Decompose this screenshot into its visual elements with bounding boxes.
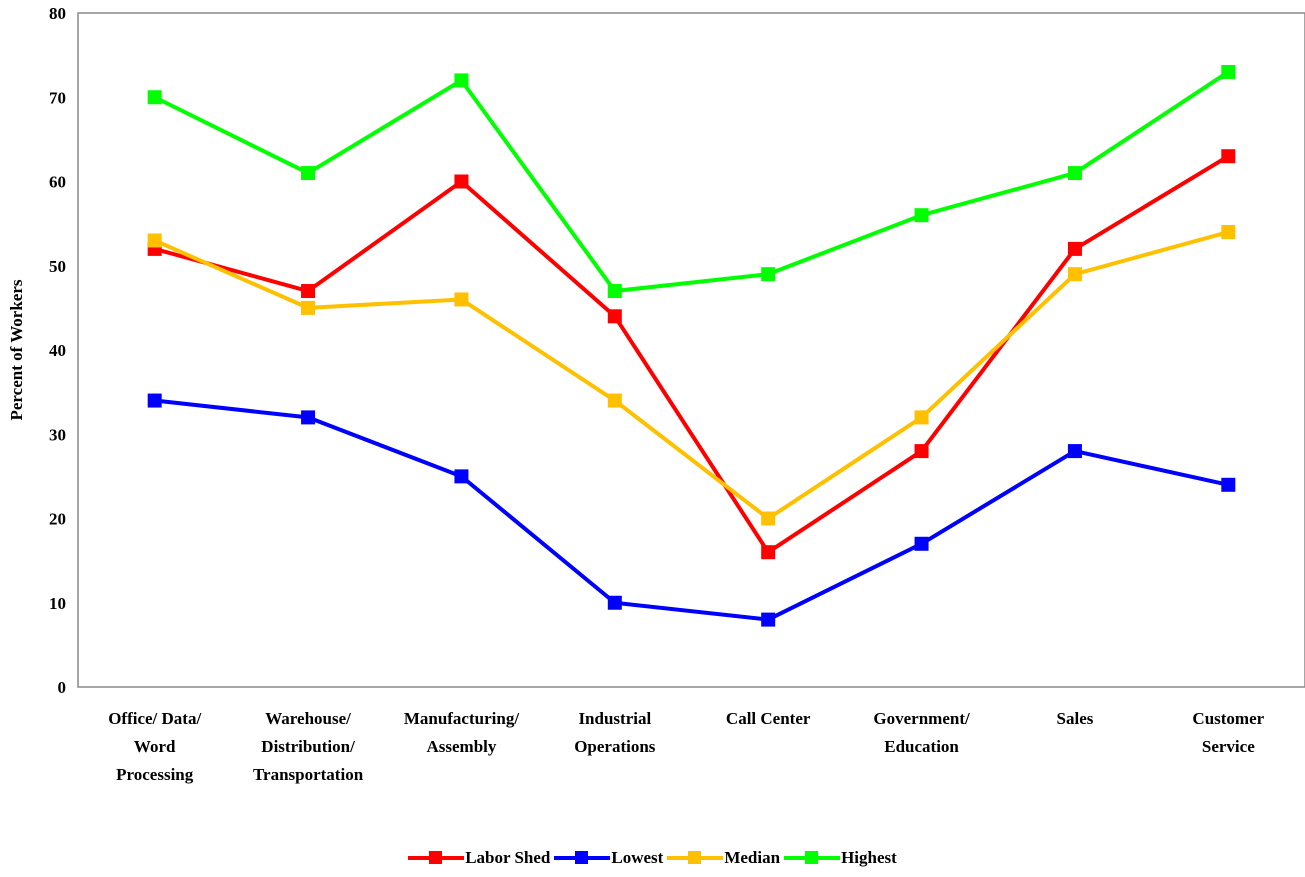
- y-axis-ticks: 0 10 20 30 40 50 60 70 80: [49, 4, 66, 697]
- x-tick-label: Operations: [574, 737, 656, 756]
- series-line: [153, 230, 1229, 521]
- legend-item: Lowest: [554, 848, 663, 868]
- data-point-marker: [1067, 267, 1082, 282]
- data-point-marker: [454, 292, 469, 307]
- legend-label: Median: [724, 848, 781, 867]
- data-point-marker: [301, 410, 316, 425]
- y-tick-label: 20: [49, 510, 66, 529]
- data-point-marker: [1221, 64, 1236, 79]
- data-point-marker: [147, 90, 162, 105]
- series-labor-shed: [147, 149, 1236, 560]
- y-axis-title: Percent of Workers: [7, 279, 26, 420]
- x-tick-label: Office/ Data/: [108, 709, 201, 728]
- chart-legend: Labor Shed Lowest Median Highest: [0, 848, 1305, 868]
- y-tick-label: 0: [58, 678, 67, 697]
- y-tick-label: 40: [49, 341, 66, 360]
- x-tick-label: Sales: [1057, 709, 1094, 728]
- data-point-marker: [761, 511, 776, 526]
- legend-label: Lowest: [611, 848, 664, 867]
- x-tick-label: Service: [1202, 737, 1255, 756]
- data-point-marker: [1221, 477, 1236, 492]
- data-point-marker: [301, 284, 316, 299]
- data-point-marker: [1067, 166, 1082, 181]
- data-point-marker: [1221, 225, 1236, 240]
- series-lowest: [147, 393, 1236, 627]
- legend-item: Highest: [784, 848, 897, 868]
- legend-swatch: [554, 851, 611, 865]
- legend-label: Highest: [841, 848, 897, 867]
- x-tick-label: Industrial: [578, 709, 651, 728]
- y-tick-label: 30: [49, 425, 66, 444]
- x-tick-label: Transportation: [253, 765, 364, 784]
- x-tick-label: Distribution/: [261, 737, 355, 756]
- x-tick-label: Assembly: [426, 737, 496, 756]
- x-tick-label: Manufacturing/: [404, 709, 520, 728]
- data-point-marker: [454, 174, 469, 189]
- series-highest: [147, 64, 1236, 299]
- y-tick-label: 80: [49, 4, 66, 23]
- legend-swatch: [784, 851, 841, 865]
- y-tick-label: 70: [49, 88, 66, 107]
- series-line: [154, 154, 1230, 555]
- x-tick-label: Processing: [116, 765, 194, 784]
- x-axis-ticks: Office/ Data/Word Processing Warehouse/Dis…: [108, 709, 1264, 784]
- series-median: [147, 225, 1236, 526]
- data-point-marker: [454, 469, 469, 484]
- data-point-marker: [761, 545, 776, 560]
- data-point-marker: [1221, 149, 1236, 164]
- data-point-marker: [607, 595, 622, 610]
- data-point-marker: [147, 233, 162, 248]
- legend-item: Labor Shed: [408, 848, 550, 868]
- data-point-marker: [147, 393, 162, 408]
- data-point-marker: [914, 444, 929, 459]
- y-tick-label: 10: [49, 594, 66, 613]
- series-layer: [147, 64, 1236, 627]
- data-point-marker: [761, 612, 776, 627]
- legend-swatch: [667, 851, 724, 865]
- series-line: [153, 70, 1230, 294]
- data-point-marker: [454, 73, 469, 88]
- data-point-marker: [301, 300, 316, 315]
- data-point-marker: [1067, 444, 1082, 459]
- x-tick-label: Education: [884, 737, 959, 756]
- x-tick-label: Call Center: [726, 709, 811, 728]
- legend-label: Labor Shed: [465, 848, 551, 867]
- data-point-marker: [607, 309, 622, 324]
- x-tick-label: Government/: [873, 709, 970, 728]
- data-point-marker: [1067, 241, 1082, 256]
- data-point-marker: [301, 166, 316, 181]
- legend-item: Median: [667, 848, 780, 868]
- data-point-marker: [914, 410, 929, 425]
- x-tick-label: Warehouse/: [265, 709, 351, 728]
- data-point-marker: [761, 267, 776, 282]
- data-point-marker: [607, 393, 622, 408]
- y-tick-label: 50: [49, 257, 66, 276]
- data-point-marker: [914, 536, 929, 551]
- plot-area-frame: [77, 12, 1305, 688]
- series-line: [154, 398, 1229, 622]
- y-tick-label: 60: [49, 173, 66, 192]
- legend-swatch: [408, 851, 465, 865]
- x-tick-label: Customer: [1192, 709, 1264, 728]
- x-tick-label: Word: [134, 737, 176, 756]
- data-point-marker: [914, 208, 929, 223]
- data-point-marker: [607, 284, 622, 299]
